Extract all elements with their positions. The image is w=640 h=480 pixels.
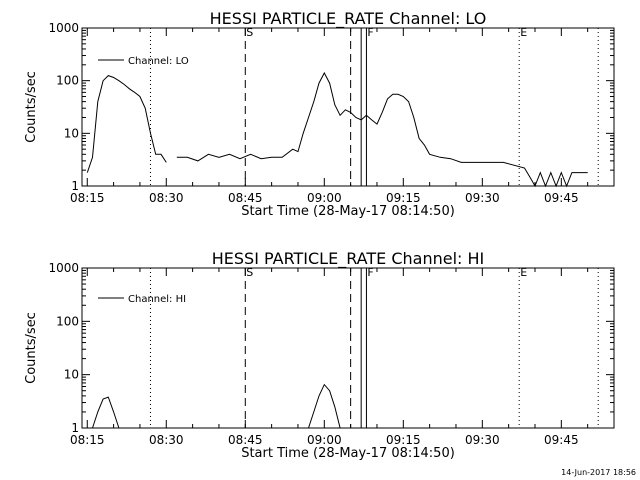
x-axis-label: Start Time (28-May-17 08:14:50) <box>241 204 455 219</box>
y-tick-label: 10 <box>64 126 79 140</box>
x-tick-label: 09:45 <box>544 191 579 205</box>
x-tick-label: 09:45 <box>544 433 579 447</box>
footer-timestamp: 14-Jun-2017 18:56 <box>561 468 636 477</box>
y-tick-label: 1000 <box>48 261 79 275</box>
x-tick-label: 09:30 <box>465 191 500 205</box>
x-tick-label: 09:15 <box>386 191 421 205</box>
y-tick-label: 10 <box>64 368 79 382</box>
event-marker-label: E <box>520 266 527 279</box>
x-tick-label: 08:45 <box>228 433 263 447</box>
x-tick-label: 09:00 <box>307 433 342 447</box>
chart-title: HESSI PARTICLE_RATE Channel: LO <box>210 9 487 29</box>
x-tick-label: 09:15 <box>386 433 421 447</box>
series-line <box>86 75 167 173</box>
x-axis-label: Start Time (28-May-17 08:14:50) <box>241 446 455 461</box>
series-line <box>92 396 120 429</box>
y-axis-label: Counts/sec <box>24 71 39 143</box>
event-marker-label: S <box>246 26 253 39</box>
x-tick-label: 08:30 <box>149 191 184 205</box>
x-tick-label: 08:30 <box>149 433 184 447</box>
series-line <box>308 383 341 429</box>
x-tick-label: 08:45 <box>228 191 263 205</box>
y-tick-label: 1000 <box>48 21 79 35</box>
legend-label: Channel: HI <box>128 294 186 305</box>
y-tick-label: 100 <box>56 314 79 328</box>
lo-channel-panel: HESSI PARTICLE_RATE Channel: LO 1 10 100 100… <box>24 9 615 219</box>
y-tick-label: 1 <box>71 179 79 193</box>
event-marker-label: F <box>367 26 373 39</box>
event-marker-label: F <box>367 266 373 279</box>
hi-channel-panel: HESSI PARTICLE_RATE Channel: HI 1 10 100 100… <box>24 249 615 461</box>
x-tick-label: 08:15 <box>70 433 105 447</box>
y-axis-label: Counts/sec <box>24 312 39 384</box>
chart-title: HESSI PARTICLE_RATE Channel: HI <box>212 249 485 269</box>
y-tick-label: 1 <box>71 421 79 435</box>
plot-frame <box>81 267 615 429</box>
legend-label: Channel: LO <box>128 56 189 67</box>
series-line <box>176 71 588 188</box>
x-tick-label: 09:30 <box>465 433 500 447</box>
y-tick-label: 100 <box>56 74 79 88</box>
x-tick-label: 08:15 <box>70 191 105 205</box>
event-marker-label: S <box>246 266 253 279</box>
x-tick-label: 09:00 <box>307 191 342 205</box>
event-marker-label: E <box>520 26 527 39</box>
plot-frame <box>81 27 615 187</box>
